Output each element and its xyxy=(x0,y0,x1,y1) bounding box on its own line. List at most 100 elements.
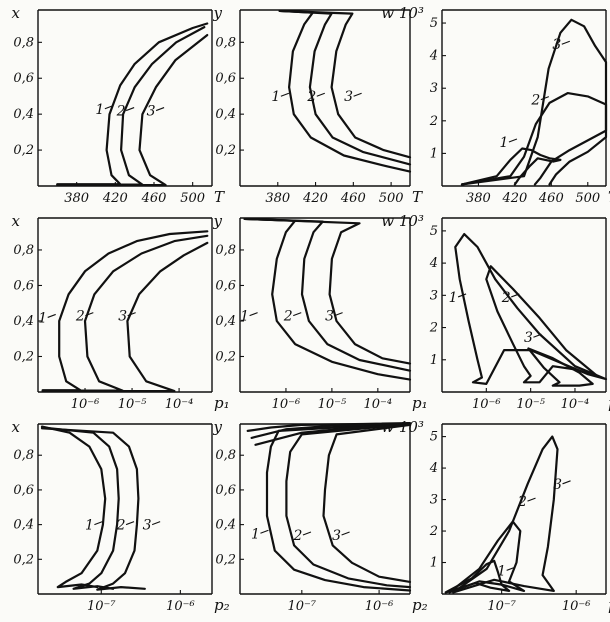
y-tick-label: 0,8 xyxy=(215,35,236,50)
y-axis-label: x xyxy=(12,418,21,436)
y-tick-label: 0,6 xyxy=(13,278,34,293)
x-tick-label: 380 xyxy=(64,191,89,206)
x-axis-label: p₂ xyxy=(608,596,610,614)
y-tick-label: 1 xyxy=(430,353,438,368)
panel-3: 1 2 3 4 5 380 420 460 500 w 10³ T 1 2 3 xyxy=(381,4,610,206)
y-tick-label: 0,4 xyxy=(215,314,236,329)
panel-9: 1 2 3 4 5 10⁻⁷ 10⁻⁶ w 10³ p₂ 1 2 3 xyxy=(381,418,610,614)
curve-3 xyxy=(56,34,209,187)
panel-4: 0,2 0,4 0,6 0,8 10⁻⁶ 10⁻⁵ 10⁻⁴ x p₁ 1 2 3 xyxy=(12,212,230,412)
curve-label-1: 1 xyxy=(251,526,260,542)
curve-2 xyxy=(40,426,120,590)
x-axis-label: p₁ xyxy=(214,394,230,412)
curve-label-2: 2 xyxy=(283,309,293,325)
y-tick-label: 0,4 xyxy=(215,107,236,122)
curve-label-2: 2 xyxy=(116,104,126,120)
y-axis-label: w 10³ xyxy=(381,418,424,436)
curve-2 xyxy=(448,520,526,594)
curve-3 xyxy=(278,9,412,159)
curve-label-3: 3 xyxy=(325,309,334,325)
y-tick-label: 3 xyxy=(430,288,438,303)
curve-label-leader xyxy=(533,333,542,338)
curve-label-leader xyxy=(293,312,302,317)
curve-label-leader xyxy=(506,566,515,571)
x-tick-label: 420 xyxy=(102,191,128,206)
curve-1 xyxy=(56,22,209,186)
curve-label-1: 1 xyxy=(497,563,506,579)
y-tick-label: 2 xyxy=(429,321,438,336)
y-tick-label: 0,4 xyxy=(215,518,236,533)
y-tick-label: 0,8 xyxy=(13,448,34,463)
x-tick-label: 460 xyxy=(141,191,167,206)
y-tick-label: 0,8 xyxy=(215,243,236,258)
y-tick-label: 1 xyxy=(430,556,438,571)
curve-label-leader xyxy=(457,293,467,298)
x-tick-label: 10⁻⁶ xyxy=(562,599,591,614)
y-tick-label: 0,2 xyxy=(215,143,236,158)
curve-label-1: 1 xyxy=(95,102,104,118)
curve-label-leader xyxy=(562,480,571,485)
y-tick-label: 0,2 xyxy=(215,349,236,364)
curve-1 xyxy=(40,425,107,589)
curve-label-leader xyxy=(316,92,325,97)
curve-label-leader xyxy=(302,531,312,536)
x-tick-label: 10⁻⁴ xyxy=(561,397,590,412)
x-tick-label: 10⁻⁶ xyxy=(365,599,394,614)
y-tick-label: 0,2 xyxy=(13,143,34,158)
curve-label-2: 2 xyxy=(116,518,126,534)
curve-3 xyxy=(40,427,146,591)
curve-label-2: 2 xyxy=(306,89,316,105)
x-axis-label: T xyxy=(608,188,610,206)
panel-2: 0,2 0,4 0,6 0,8 380 420 460 500 y T 1 2 3 xyxy=(213,4,423,206)
curve-label-leader xyxy=(85,312,94,317)
curve-3 xyxy=(527,347,594,387)
x-tick-label: 10⁻⁷ xyxy=(87,599,116,614)
curve-1 xyxy=(444,559,511,594)
panel-7: 0,2 0,4 0,6 0,8 10⁻⁷ 10⁻⁶ x p₂ 1 2 3 xyxy=(12,418,230,614)
curve-label-leader xyxy=(561,40,570,45)
curve-label-1: 1 xyxy=(449,290,458,306)
x-tick-label: 10⁻⁶ xyxy=(272,397,301,412)
x-tick-label: 380 xyxy=(466,191,491,206)
y-axis-label: y xyxy=(213,418,223,436)
curve-1 xyxy=(41,230,209,392)
curve-2 xyxy=(41,234,209,392)
x-tick-label: 500 xyxy=(575,191,600,206)
x-axis-label: T xyxy=(214,188,225,206)
y-tick-label: 5 xyxy=(430,430,438,445)
y-axis-label: w 10³ xyxy=(381,212,424,230)
curve-label-leader xyxy=(151,521,161,526)
curve-label-leader xyxy=(260,529,269,534)
curve-label-2: 2 xyxy=(292,528,302,544)
curve-label-3: 3 xyxy=(524,330,533,346)
y-tick-label: 0,2 xyxy=(13,349,34,364)
y-tick-label: 0,6 xyxy=(13,71,34,86)
y-tick-label: 4 xyxy=(429,49,438,64)
y-tick-label: 0,2 xyxy=(215,552,236,567)
curve-label-leader xyxy=(341,531,350,536)
y-tick-label: 0,8 xyxy=(215,448,236,463)
x-tick-label: 10⁻⁶ xyxy=(71,397,100,412)
x-tick-label: 10⁻⁵ xyxy=(318,397,347,412)
curve-label-1: 1 xyxy=(38,310,47,326)
curve-2 xyxy=(250,422,412,589)
curve-label-leader xyxy=(47,313,56,318)
y-tick-label: 0,6 xyxy=(215,71,236,86)
curve-label-leader xyxy=(511,293,520,298)
curve-3 xyxy=(460,18,608,186)
y-tick-label: 3 xyxy=(430,493,438,508)
curve-3 xyxy=(243,217,412,365)
panel-1: 0,2 0,4 0,6 0,8 380 420 460 500 x T 1 2 3 xyxy=(12,4,225,206)
curve-label-leader xyxy=(104,105,114,110)
curve-label-leader xyxy=(127,312,136,317)
curve-3 xyxy=(41,241,209,393)
panel-8: 0,2 0,4 0,6 0,8 10⁻⁷ 10⁻⁶ y p₂ 1 2 3 xyxy=(213,418,428,614)
curve-2 xyxy=(460,92,608,186)
x-axis-label: p₁ xyxy=(412,394,428,412)
curve-label-1: 1 xyxy=(85,518,94,534)
curve-label-2: 2 xyxy=(517,494,527,510)
y-axis-label: x xyxy=(12,212,21,230)
curve-label-leader xyxy=(125,521,135,526)
curve-label-2: 2 xyxy=(501,290,511,306)
curve-label-leader xyxy=(249,312,258,317)
